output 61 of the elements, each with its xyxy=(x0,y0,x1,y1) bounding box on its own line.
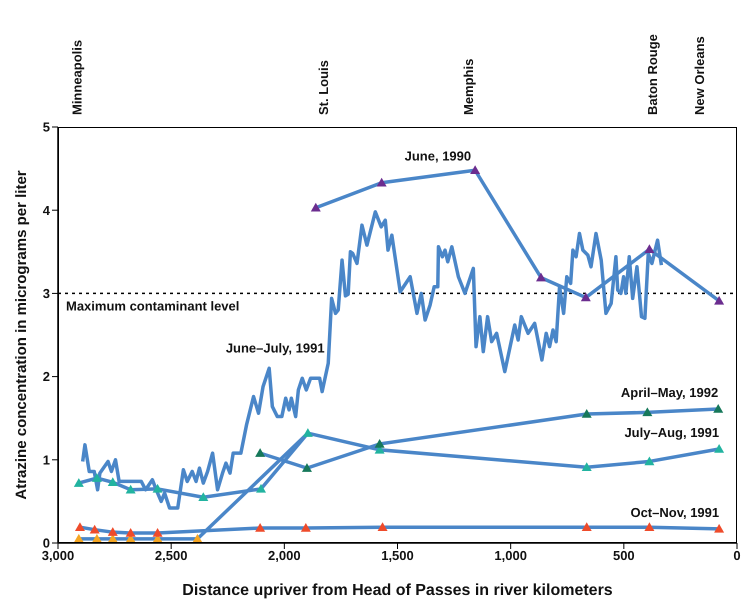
text: New Orleans xyxy=(692,36,707,115)
x-tick-label: 2,000 xyxy=(268,548,301,564)
series-label: April–May, 1992 xyxy=(620,385,718,400)
point xyxy=(90,524,100,534)
point xyxy=(152,528,163,537)
point xyxy=(374,438,385,448)
point xyxy=(536,272,546,282)
point xyxy=(152,484,163,493)
y-tick-label: 5 xyxy=(42,120,50,135)
point xyxy=(713,404,724,413)
x-tick-label: 3,000 xyxy=(42,548,74,564)
point xyxy=(255,523,266,532)
point xyxy=(310,202,321,212)
point xyxy=(378,522,388,531)
ref-line-label: Maximum contaminant level xyxy=(66,298,240,314)
text: Memphis xyxy=(461,58,476,115)
y-axis-title: Atrazine concentration in micrograms per liter xyxy=(12,170,30,500)
point xyxy=(470,165,480,174)
series-label: June–July, 1991 xyxy=(226,340,325,356)
point xyxy=(92,473,102,482)
point xyxy=(580,292,591,302)
point xyxy=(582,522,592,531)
y-tick-label: 0 xyxy=(42,536,50,551)
y-tick-label: 4 xyxy=(42,202,51,218)
y-tick-label: 1 xyxy=(42,452,50,468)
point xyxy=(256,484,266,493)
point xyxy=(126,484,136,494)
point xyxy=(302,428,313,437)
point xyxy=(642,407,652,416)
point xyxy=(644,456,654,466)
point xyxy=(74,478,84,487)
point xyxy=(714,524,724,533)
point xyxy=(582,462,592,472)
series-label: July–Aug, 1991 xyxy=(624,424,720,440)
text: Minneapolis xyxy=(69,40,84,115)
point xyxy=(644,522,654,531)
point xyxy=(108,477,118,486)
series-label: June, 1990 xyxy=(404,148,472,164)
point xyxy=(255,448,266,457)
point xyxy=(644,244,654,254)
text: Baton Rouge xyxy=(645,34,660,115)
y-tick-label: 3 xyxy=(42,286,50,302)
x-tick-label: 0 xyxy=(733,548,741,564)
point xyxy=(126,528,136,537)
x-tick-label: 1,500 xyxy=(381,548,414,564)
point xyxy=(582,409,592,418)
point xyxy=(74,522,85,531)
point xyxy=(376,178,387,186)
point xyxy=(108,527,118,536)
point xyxy=(714,296,724,305)
point xyxy=(198,492,208,501)
x-tick-label: 500 xyxy=(612,548,635,564)
x-tick-label: 1,000 xyxy=(494,548,527,564)
point xyxy=(714,444,724,453)
x-tick-label: 2,500 xyxy=(154,548,188,564)
text: St. Louis xyxy=(316,60,331,115)
point xyxy=(302,463,312,472)
x-axis-title: Distance upriver from Head of Passes in river kilometers xyxy=(182,582,613,599)
y-tick-label: 2 xyxy=(42,369,50,384)
series-label: Oct–Nov, 1991 xyxy=(630,504,720,520)
point xyxy=(300,523,311,532)
